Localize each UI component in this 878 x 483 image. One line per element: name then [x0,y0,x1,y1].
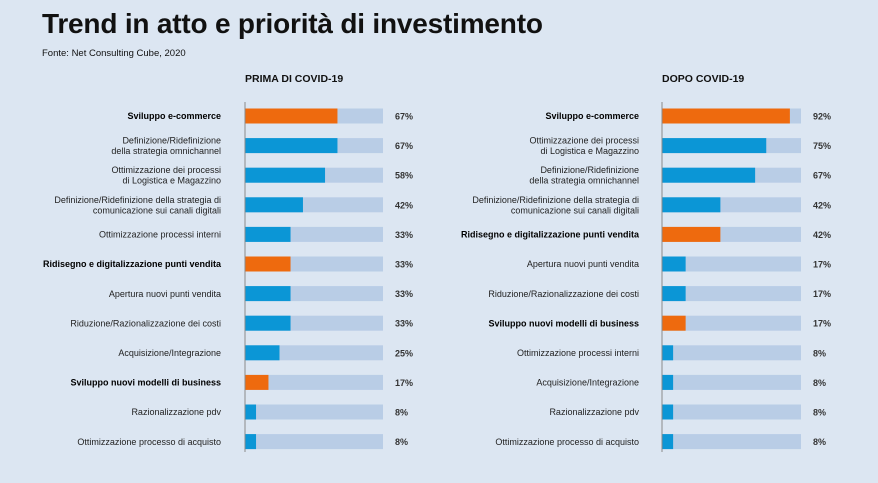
data-label: 42% [813,200,831,210]
category-label: comunicazione sui canali digitali [511,205,639,215]
panel-title-dopo: DOPO COVID-19 [662,73,745,85]
category-label: comunicazione sui canali digitali [93,205,221,215]
bar-track [662,404,801,420]
category-label: Sviluppo e-commerce [545,111,639,121]
bar-track [662,286,801,302]
bar [662,345,674,361]
category-label: Ridisegno e digitalizzazione punti vendi… [43,259,222,269]
bar [662,404,674,420]
category-label: Riduzione/Razionalizzazione dei costi [488,289,639,299]
data-label: 42% [395,200,413,210]
category-label: Definizione/Ridefinizione [540,165,639,175]
bar-track [662,345,801,361]
data-label: 33% [395,289,413,299]
chart-source: Fonte: Net Consulting Cube, 2020 [42,48,186,59]
data-label: 8% [813,348,826,358]
bar [662,197,721,213]
chart-title: Trend in atto e priorità di investimento [42,8,543,39]
category-label: Definizione/Ridefinizione della strategi… [472,195,639,205]
data-label: 67% [395,112,413,122]
category-label: di Logistica e Magazzino [122,176,221,186]
data-label: 8% [813,378,826,388]
category-label: della strategia omnichannel [529,176,639,186]
bar [245,404,257,420]
bar [245,315,291,331]
category-label: Razionalizzazione pdv [131,407,221,417]
bar-track [662,315,801,331]
bar [245,197,303,213]
data-label: 67% [813,171,831,181]
category-label: Ottimizzazione processi interni [517,348,639,358]
bar-track [662,256,801,272]
bar [662,167,756,183]
bar [245,108,338,124]
bar [245,286,291,302]
bar [662,226,721,242]
category-label: Ottimizzazione dei processi [111,165,221,175]
data-label: 33% [395,260,413,270]
bar [662,138,767,154]
category-label: Razionalizzazione pdv [549,407,639,417]
bar [662,256,686,272]
category-label: di Logistica e Magazzino [540,146,639,156]
data-label: 42% [813,230,831,240]
data-label: 17% [813,289,831,299]
category-label: Definizione/Ridefinizione della strategi… [54,195,221,205]
bar [245,345,280,361]
category-label: Ottimizzazione processi interni [99,230,221,240]
data-label: 92% [813,112,831,122]
bar-track [662,374,801,390]
category-label: Acquisizione/Integrazione [536,378,639,388]
data-label: 17% [813,260,831,270]
data-label: 17% [395,378,413,388]
bar [245,434,257,450]
bar [662,374,674,390]
category-label: Apertura nuovi punti vendita [109,289,221,299]
data-label: 75% [813,141,831,151]
bar-track [245,434,383,450]
bar [245,226,291,242]
data-label: 8% [395,437,408,447]
category-label: Ridisegno e digitalizzazione punti vendi… [461,230,640,240]
data-label: 25% [395,348,413,358]
data-label: 67% [395,141,413,151]
bar-track [662,434,801,450]
bar [662,108,790,124]
category-label: Sviluppo nuovi modelli di business [488,318,639,328]
bar [245,167,326,183]
category-label: Sviluppo e-commerce [127,111,221,121]
data-label: 8% [813,408,826,418]
bar [662,434,674,450]
category-label: Sviluppo nuovi modelli di business [70,378,221,388]
data-label: 33% [395,319,413,329]
category-label: Ottimizzazione processo di acquisto [77,437,221,447]
category-label: Riduzione/Razionalizzazione dei costi [70,318,221,328]
panel-title-prima: PRIMA DI COVID-19 [245,73,344,85]
bar-track [245,374,383,390]
bar [245,256,291,272]
data-label: 8% [813,437,826,447]
data-label: 8% [395,408,408,418]
category-label: della strategia omnichannel [111,146,221,156]
bar [245,374,269,390]
category-label: Acquisizione/Integrazione [118,348,221,358]
category-label: Ottimizzazione processo di acquisto [495,437,639,447]
bar [245,138,338,154]
bar-track [245,404,383,420]
category-label: Definizione/Ridefinizione [122,136,221,146]
data-label: 33% [395,230,413,240]
bar [662,315,686,331]
category-label: Apertura nuovi punti vendita [527,259,639,269]
category-label: Ottimizzazione dei processi [529,136,639,146]
bar [662,286,686,302]
data-label: 58% [395,171,413,181]
data-label: 17% [813,319,831,329]
